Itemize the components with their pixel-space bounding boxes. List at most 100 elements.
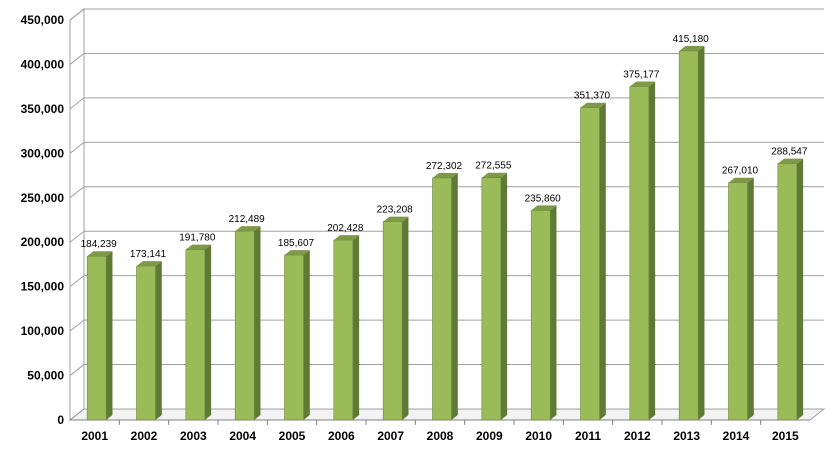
bar [432, 173, 458, 421]
bar-side [155, 261, 162, 420]
y-tick-label: 0 [57, 413, 64, 427]
bar-front [284, 254, 304, 421]
bar-top [284, 250, 310, 256]
x-tick-label: 2012 [624, 429, 651, 443]
bar-top [777, 158, 804, 164]
y-tick-label: 400,000 [21, 57, 65, 71]
bar-top [432, 173, 458, 178]
bar-side [698, 46, 705, 421]
x-tick-label: 2015 [772, 429, 799, 443]
gridline [69, 230, 824, 243]
gridline [69, 97, 824, 110]
bar-front [432, 177, 452, 421]
x-tick-label: 2011 [575, 429, 601, 443]
data-label: 212,489 [229, 214, 266, 225]
x-tick-label: 2009 [476, 429, 503, 443]
bar [185, 244, 212, 421]
x-tick-label: 2010 [525, 429, 552, 443]
y-tick-label: 150,000 [21, 280, 65, 294]
data-label: 191,780 [179, 233, 216, 244]
x-tick-label: 2002 [131, 429, 158, 443]
gridline [69, 186, 824, 199]
gridline [69, 364, 824, 376]
bar [678, 46, 705, 421]
bar-top [580, 102, 606, 108]
y-axis-ticks: 0 50,000 100,000 150,000 200,000 250,000 300,0… [21, 13, 65, 427]
x-tick-label: 2001 [81, 429, 108, 443]
bar [382, 216, 409, 421]
y-tick-label: 50,000 [27, 369, 64, 383]
data-label: 272,555 [475, 161, 512, 172]
y-tick-label: 300,000 [21, 146, 65, 160]
x-tick-label: 2004 [229, 429, 256, 443]
bar-front [185, 249, 206, 421]
gridline [69, 275, 824, 288]
bar-front [86, 255, 107, 421]
bar-top [383, 216, 409, 222]
gridline [69, 8, 824, 21]
bar-top [728, 177, 754, 183]
bar-front [530, 210, 551, 421]
bar-side [352, 235, 360, 420]
bar [530, 205, 557, 421]
data-label: 202,428 [327, 223, 364, 234]
data-label: 267,010 [722, 166, 759, 177]
data-label: 288,547 [771, 147, 808, 158]
bar [136, 261, 162, 421]
bar-side [254, 226, 261, 420]
bar-front [580, 107, 600, 421]
bar-side [402, 216, 409, 420]
bar-top [679, 46, 705, 51]
x-tick-label: 2006 [328, 429, 355, 443]
bar-front [136, 265, 156, 421]
data-label: 173,141 [130, 249, 167, 260]
bar-top [629, 81, 656, 87]
bar-side [796, 158, 804, 420]
y-tick-label: 100,000 [21, 324, 65, 338]
bar [481, 172, 508, 421]
x-tick-label: 2013 [673, 429, 700, 443]
side-wall [69, 7, 85, 422]
bar-front [678, 50, 699, 421]
gridline [69, 319, 824, 332]
bar [728, 177, 754, 421]
data-label: 272,302 [426, 161, 463, 172]
bar [234, 226, 261, 421]
y-tick-label: 350,000 [21, 102, 65, 116]
bar-top [185, 244, 212, 250]
bar-top [136, 261, 162, 267]
bar-side [648, 81, 656, 421]
gridline [69, 408, 824, 421]
bar [629, 81, 656, 421]
bar [333, 235, 360, 421]
bar-front [629, 86, 650, 421]
bar-front [382, 221, 403, 421]
bar-top [481, 172, 508, 178]
data-label: 185,607 [278, 238, 315, 249]
bar-side [500, 172, 508, 420]
bar [580, 102, 606, 421]
bar-front [333, 239, 354, 421]
bar-top [235, 226, 261, 232]
data-label: 375,177 [623, 70, 660, 81]
data-label: 415,180 [673, 34, 710, 45]
bar-side [599, 102, 606, 421]
bar-side [106, 251, 113, 420]
bar [284, 250, 310, 421]
bar-side [204, 244, 212, 420]
bars [86, 46, 804, 421]
bar-front [728, 182, 748, 421]
bar-side [550, 205, 557, 420]
y-tick-label: 200,000 [21, 235, 65, 249]
x-tick-label: 2008 [427, 429, 454, 443]
y-tick-label: 450,000 [21, 13, 65, 27]
bar-side [451, 173, 458, 420]
y-tick-label: 250,000 [21, 191, 65, 205]
gridline [69, 141, 824, 154]
x-tick-label: 2007 [377, 429, 404, 443]
bar-front [481, 177, 502, 421]
bar [86, 251, 113, 421]
bar [777, 158, 804, 421]
x-axis-ticks: 2001 2002 2003 2004 2005 2006 2007 2008 2009 2010… [81, 429, 799, 443]
bar-side [747, 177, 754, 420]
